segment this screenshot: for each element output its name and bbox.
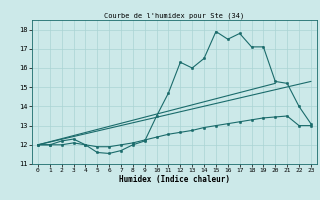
Title: Courbe de l'humidex pour Ste (34): Courbe de l'humidex pour Ste (34) <box>104 12 244 19</box>
X-axis label: Humidex (Indice chaleur): Humidex (Indice chaleur) <box>119 175 230 184</box>
